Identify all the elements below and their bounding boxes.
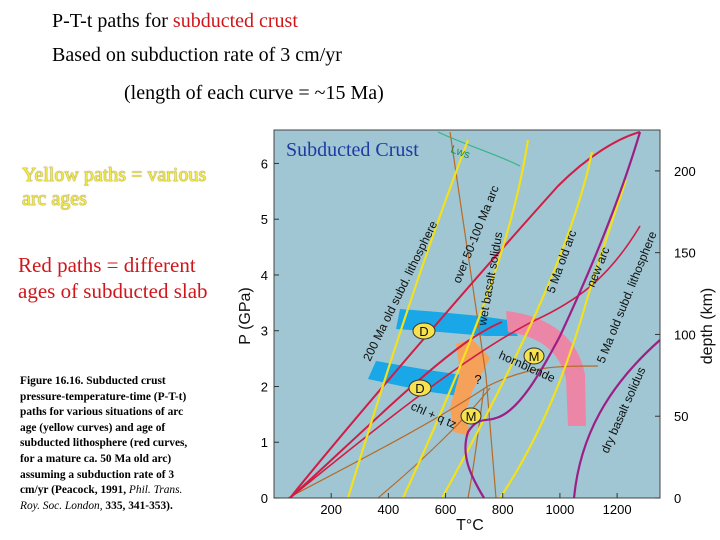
title-highlight: subducted crust	[172, 10, 298, 32]
title-line-3: (length of each curve = ~15 Ma)	[124, 82, 384, 104]
x-tick-label: 400	[378, 502, 400, 517]
pink-band	[506, 311, 586, 426]
x-axis-ticks: 200 400 600 800 1000 1200	[320, 493, 632, 517]
depth-axis-label: depth (km)	[699, 288, 716, 364]
facies-m-upper: M	[529, 349, 540, 364]
curve-lawsonite	[437, 131, 521, 167]
caption-journal: Phil. Trans. Roy. Soc. London,	[20, 484, 183, 512]
x-tick-label: 1200	[603, 502, 632, 517]
y-tick-label: 4	[261, 268, 268, 283]
caption-ref: 335, 341-353).	[102, 499, 173, 512]
y-axis-label: P (GPa)	[237, 287, 254, 345]
depth-tick-label: 200	[674, 164, 696, 179]
curve-reaction-3	[467, 387, 485, 498]
pt-diagram: D D M M ? Subducted Crust Lws 200 Ma old…	[237, 129, 716, 534]
plot-frame	[273, 129, 661, 499]
curve-reaction-2	[377, 387, 491, 498]
orange-band	[450, 339, 490, 436]
y-axis-ticks: 0 1 2 3 4 5 6	[261, 156, 279, 506]
curve-wet-solidus	[449, 131, 497, 498]
title-line-2: Based on subduction rate of 3 cm/yr	[52, 44, 342, 66]
x-tick-label: 800	[492, 502, 514, 517]
facies-question: ?	[474, 372, 481, 387]
figure-caption: Figure 16.16. Subducted crust pressure-t…	[20, 374, 196, 514]
red-path-mid	[289, 225, 641, 498]
y-tick-label: 3	[261, 324, 268, 339]
caption-main: Figure 16.16. Subducted crust pressure-t…	[20, 375, 188, 497]
yellow-path-2	[401, 139, 530, 498]
y-tick-label: 1	[261, 435, 268, 450]
y-tick-label: 2	[261, 379, 268, 394]
yellow-path-3	[441, 151, 594, 498]
x-tick-label: 600	[435, 502, 457, 517]
facies-d-upper-marker	[412, 322, 436, 340]
facies-m-lower: M	[466, 409, 477, 424]
y-tick-label: 6	[261, 156, 268, 171]
yellow-path-4	[499, 179, 628, 498]
depth-axis-ticks: 0 50 100 150 200	[655, 164, 696, 506]
x-tick-label: 200	[320, 502, 342, 517]
x-tick-label: 1000	[545, 502, 574, 517]
depth-tick-label: 50	[674, 409, 688, 424]
curve-dry-solidus	[572, 339, 660, 498]
facies-d-upper: D	[419, 324, 428, 339]
yellow-paths-note: Yellow paths = various arc ages	[22, 164, 207, 210]
red-paths-note: Red paths = different ages of subducted …	[18, 253, 208, 303]
facies-m-upper-marker	[523, 347, 545, 365]
x-axis-label: T°C	[456, 517, 484, 534]
y-tick-label: 0	[261, 491, 268, 506]
yellow-path-1	[346, 139, 470, 498]
depth-tick-label: 0	[674, 491, 681, 506]
inset-title: Subducted Crust	[286, 139, 419, 161]
facies-m-lower-marker	[460, 407, 482, 425]
title-prefix: P-T-t paths for	[52, 10, 173, 32]
curve-wet-basalt-solidus	[464, 131, 642, 498]
curve-reaction-1	[287, 365, 599, 498]
depth-tick-label: 150	[674, 246, 696, 261]
facies-d-lower-marker	[408, 379, 432, 397]
y-tick-label: 5	[261, 212, 268, 227]
title-line-1: P-T-t paths for subducted crust	[52, 10, 298, 33]
depth-tick-label: 100	[674, 327, 696, 342]
facies-d-lower: D	[415, 381, 424, 396]
red-path-200ma	[289, 321, 503, 498]
